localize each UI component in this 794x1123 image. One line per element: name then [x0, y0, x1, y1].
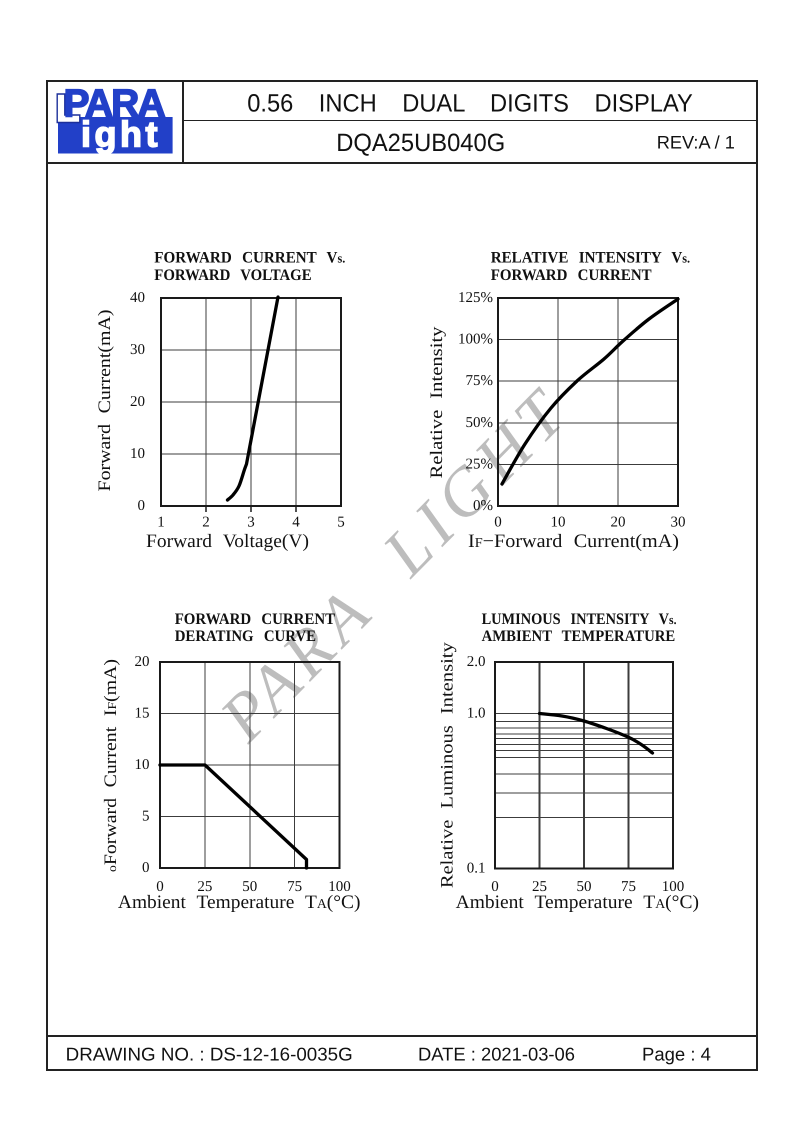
svg-text:Ambient Temperature TA(°C): Ambient Temperature T A(°C) [456, 892, 699, 913]
svg-text:FORWARD CURRENT Vs.: FORWARD CURRENT Vs. [154, 250, 345, 267]
svg-text:Forward Voltage(V): Forward Voltage(V) [146, 531, 309, 552]
svg-text:Relative Luminous Intensity: Relative Luminous Intensity [437, 642, 457, 888]
svg-text:ight: ight [81, 114, 161, 155]
svg-text:1.0: 1.0 [467, 706, 486, 722]
svg-text:4: 4 [292, 515, 300, 531]
svg-text:Page : 4: Page : 4 [642, 1044, 711, 1065]
svg-text:100: 100 [328, 879, 351, 895]
svg-text:0: 0 [142, 860, 150, 876]
svg-text:0%: 0% [473, 498, 493, 514]
svg-text:20: 20 [611, 515, 626, 531]
svg-text:100%: 100% [458, 332, 493, 348]
svg-text:0: 0 [494, 515, 502, 531]
svg-text:5: 5 [337, 515, 345, 531]
svg-text:15: 15 [135, 706, 150, 722]
svg-text:0.1: 0.1 [467, 861, 486, 877]
svg-text:REV:A / 1: REV:A / 1 [657, 132, 735, 152]
svg-text:2: 2 [202, 515, 210, 531]
svg-text:PARA: PARA [64, 83, 166, 126]
svg-text:50: 50 [242, 879, 257, 895]
svg-text:RELATIVE INTENSITY Vs.: RELATIVE INTENSITY Vs. [491, 250, 690, 267]
svg-text:3: 3 [247, 515, 255, 531]
svg-text:20: 20 [135, 654, 150, 670]
svg-text:30: 30 [671, 515, 686, 531]
svg-text:oForward Current IF(mA): oForward Current IF(mA) [100, 659, 120, 872]
svg-text:25: 25 [532, 879, 547, 895]
svg-text:25%: 25% [466, 456, 494, 472]
svg-text:75: 75 [287, 879, 302, 895]
svg-text:30: 30 [130, 342, 145, 358]
svg-text:Ambient Temperature TA(°C): Ambient Temperature T A(°C) [118, 892, 361, 913]
svg-text:PARA LIGHT: PARA LIGHT [206, 373, 584, 756]
svg-text:AMBIENT TEMPERATURE: AMBIENT TEMPERATURE [482, 628, 676, 645]
svg-text:DATE : 2021-03-06: DATE : 2021-03-06 [418, 1044, 575, 1065]
svg-text:FORWARD VOLTAGE: FORWARD VOLTAGE [154, 267, 311, 284]
svg-text:DERATING CURVE: DERATING CURVE [175, 628, 316, 645]
svg-text:10: 10 [551, 515, 566, 531]
svg-text:10: 10 [135, 757, 150, 773]
svg-text:5: 5 [142, 809, 150, 825]
svg-text:0.56 INCH DUAL DIGITS DISPLAY: 0.56 INCH DUAL DIGITS DISPLAY [247, 90, 693, 118]
svg-text:0: 0 [156, 879, 164, 895]
svg-text:FORWARD CURRENT: FORWARD CURRENT [491, 267, 652, 284]
svg-text:IF−Forward Current(mA): IF−Forward Current(mA) [468, 531, 679, 552]
svg-text:2.0: 2.0 [467, 654, 486, 670]
svg-text:20: 20 [130, 394, 145, 410]
svg-text:75: 75 [621, 879, 636, 895]
svg-text:100: 100 [662, 879, 685, 895]
svg-text:Relative Intensity: Relative Intensity [426, 326, 446, 478]
svg-text:75%: 75% [466, 373, 494, 389]
svg-text:DQA25UB040G: DQA25UB040G [336, 129, 505, 157]
svg-text:0: 0 [491, 879, 499, 895]
svg-text:40: 40 [130, 290, 145, 306]
svg-text:FORWARD CURRENT: FORWARD CURRENT [175, 611, 336, 628]
svg-text:25: 25 [197, 879, 212, 895]
svg-text:50%: 50% [466, 415, 494, 431]
svg-text:50: 50 [577, 879, 592, 895]
svg-text:Forward Current(mA): Forward Current(mA) [94, 309, 114, 491]
svg-text:10: 10 [130, 446, 145, 462]
svg-text:DRAWING NO. : DS-12-16-0035G: DRAWING NO. : DS-12-16-0035G [66, 1044, 353, 1065]
svg-text:1: 1 [157, 515, 165, 531]
svg-text:0: 0 [138, 498, 146, 514]
svg-text:125%: 125% [458, 290, 493, 306]
svg-text:LUMINOUS INTENSITY Vs.: LUMINOUS INTENSITY Vs. [482, 611, 677, 628]
